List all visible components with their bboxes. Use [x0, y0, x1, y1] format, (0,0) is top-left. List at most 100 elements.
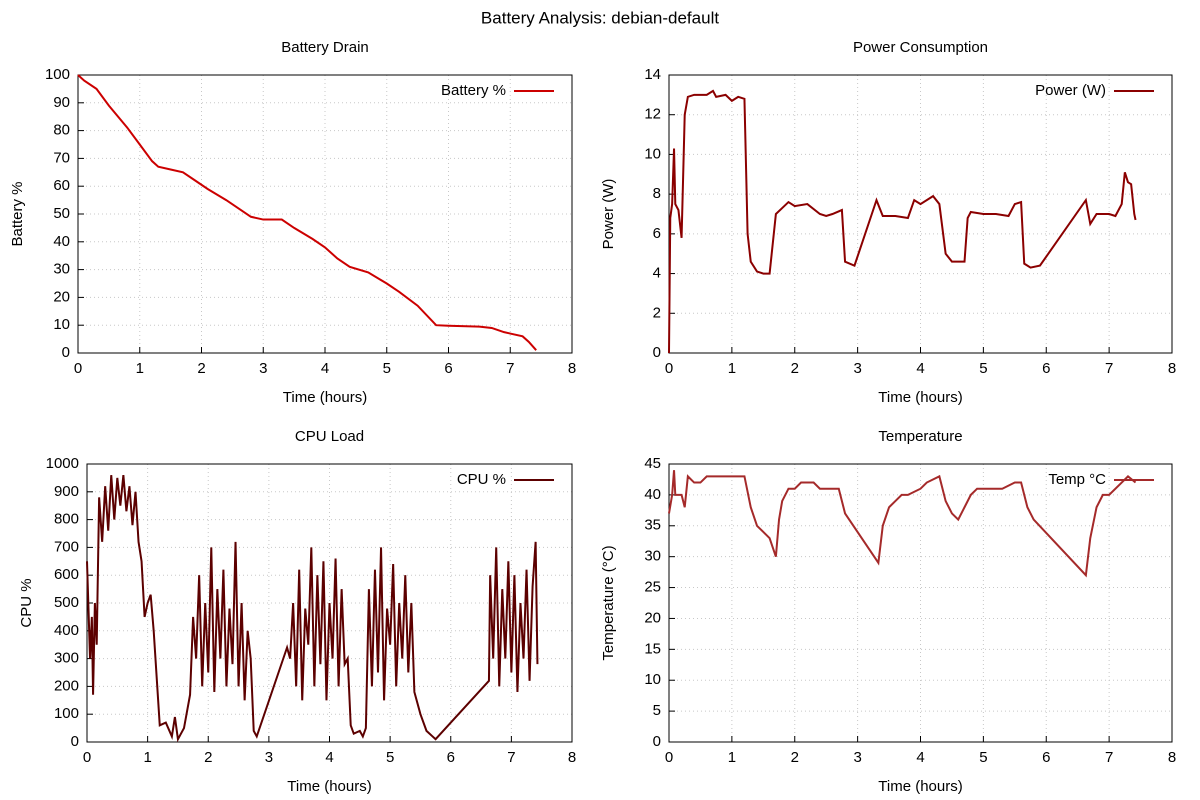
y-tick-label: 50: [53, 205, 70, 222]
x-tick-label: 5: [383, 360, 391, 377]
x-tick-label: 5: [979, 749, 987, 766]
y-tick-label: 90: [53, 94, 70, 111]
plot-frame: [77, 74, 573, 354]
y-axis-label: CPU %: [18, 578, 35, 627]
y-tick-label: 500: [54, 594, 79, 611]
x-tick-label: 0: [74, 360, 82, 377]
x-axis-label: Time (hours): [878, 389, 962, 406]
y-tick-label: 10: [644, 671, 661, 688]
x-tick-label: 3: [259, 360, 267, 377]
y-tick-label: 700: [54, 538, 79, 555]
y-tick-label: 400: [54, 622, 79, 639]
x-tick-label: 4: [916, 749, 924, 766]
data-line: [668, 470, 1137, 578]
plot-frame: [668, 463, 1173, 743]
x-tick-label: 2: [204, 749, 212, 766]
y-tick-label: 20: [53, 288, 70, 305]
x-tick-label: 3: [265, 749, 273, 766]
plot-frame: [668, 74, 1173, 354]
legend-label: Temp °C: [1048, 471, 1106, 488]
x-tick-label: 2: [197, 360, 205, 377]
y-tick-label: 0: [71, 733, 79, 750]
y-tick-label: 15: [644, 640, 661, 657]
y-tick-label: 1000: [46, 455, 79, 472]
y-axis-label: Battery %: [9, 181, 26, 246]
x-axis-label: Time (hours): [283, 389, 367, 406]
y-tick-label: 300: [54, 650, 79, 667]
y-tick-label: 14: [644, 66, 661, 83]
y-tick-label: 30: [53, 261, 70, 278]
figure-title: Battery Analysis: debian-default: [481, 8, 719, 27]
y-tick-label: 4: [653, 265, 661, 282]
x-tick-label: 1: [728, 360, 736, 377]
subplot-title: Battery Drain: [281, 39, 369, 56]
y-tick-label: 0: [653, 344, 661, 361]
subplot-title: Temperature: [878, 428, 962, 445]
x-tick-label: 4: [325, 749, 333, 766]
y-tick-label: 100: [45, 66, 70, 83]
x-tick-label: 5: [979, 360, 987, 377]
y-tick-label: 600: [54, 566, 79, 583]
subplot-title: Power Consumption: [853, 39, 988, 56]
y-tick-label: 10: [53, 316, 70, 333]
x-axis-label: Time (hours): [878, 778, 962, 795]
x-tick-label: 7: [506, 360, 514, 377]
x-tick-label: 0: [665, 749, 673, 766]
x-tick-label: 0: [83, 749, 91, 766]
data-line: [668, 89, 1137, 354]
y-tick-label: 8: [653, 185, 661, 202]
x-tick-label: 8: [1168, 360, 1176, 377]
y-tick-label: 35: [644, 517, 661, 534]
y-tick-label: 12: [644, 106, 661, 123]
x-tick-label: 1: [136, 360, 144, 377]
y-tick-label: 40: [644, 486, 661, 503]
y-tick-label: 60: [53, 177, 70, 194]
x-tick-label: 6: [1042, 360, 1050, 377]
x-tick-label: 6: [1042, 749, 1050, 766]
x-tick-label: 4: [321, 360, 329, 377]
x-tick-label: 6: [444, 360, 452, 377]
y-tick-label: 0: [62, 344, 70, 361]
y-tick-label: 70: [53, 149, 70, 166]
y-axis-label: Power (W): [600, 179, 617, 250]
x-axis-label: Time (hours): [287, 778, 371, 795]
x-tick-label: 6: [447, 749, 455, 766]
y-tick-label: 6: [653, 225, 661, 242]
y-tick-label: 10: [644, 145, 661, 162]
y-tick-label: 80: [53, 122, 70, 139]
x-tick-label: 2: [791, 749, 799, 766]
y-tick-label: 30: [644, 548, 661, 565]
x-tick-label: 7: [1105, 360, 1113, 377]
y-axis-label: Temperature (°C): [600, 545, 617, 660]
x-tick-label: 0: [665, 360, 673, 377]
y-tick-label: 900: [54, 483, 79, 500]
x-tick-label: 8: [568, 749, 576, 766]
x-tick-label: 5: [386, 749, 394, 766]
x-tick-label: 7: [1105, 749, 1113, 766]
subplot-title: CPU Load: [295, 428, 364, 445]
x-tick-label: 1: [143, 749, 151, 766]
legend-label: Battery %: [441, 82, 506, 99]
legend-label: Power (W): [1035, 82, 1106, 99]
y-tick-label: 100: [54, 705, 79, 722]
y-tick-label: 0: [653, 733, 661, 750]
y-tick-label: 40: [53, 233, 70, 250]
data-line: [86, 475, 539, 743]
x-tick-label: 3: [853, 749, 861, 766]
plot-frame: [86, 463, 573, 743]
x-tick-label: 8: [568, 360, 576, 377]
x-tick-label: 7: [507, 749, 515, 766]
data-line: [77, 74, 537, 351]
x-tick-label: 2: [791, 360, 799, 377]
y-tick-label: 200: [54, 677, 79, 694]
y-tick-label: 45: [644, 455, 661, 472]
x-tick-label: 8: [1168, 749, 1176, 766]
y-tick-label: 25: [644, 579, 661, 596]
y-tick-label: 5: [653, 702, 661, 719]
y-tick-label: 800: [54, 511, 79, 528]
x-tick-label: 3: [853, 360, 861, 377]
x-tick-label: 1: [728, 749, 736, 766]
